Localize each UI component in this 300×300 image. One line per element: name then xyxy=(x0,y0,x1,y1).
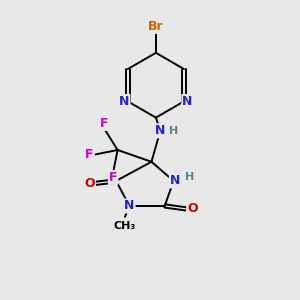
Text: H: H xyxy=(169,126,178,136)
Text: F: F xyxy=(109,171,117,184)
Text: Br: Br xyxy=(148,20,164,33)
Text: N: N xyxy=(182,95,193,108)
Text: N: N xyxy=(155,124,166,137)
Text: N: N xyxy=(170,174,180,188)
Text: N: N xyxy=(119,95,130,108)
Text: O: O xyxy=(84,177,95,190)
Text: F: F xyxy=(100,117,108,130)
Text: H: H xyxy=(185,172,194,182)
Text: O: O xyxy=(187,202,198,215)
Text: N: N xyxy=(124,200,135,212)
Text: F: F xyxy=(85,148,93,161)
Text: CH₃: CH₃ xyxy=(114,221,136,231)
